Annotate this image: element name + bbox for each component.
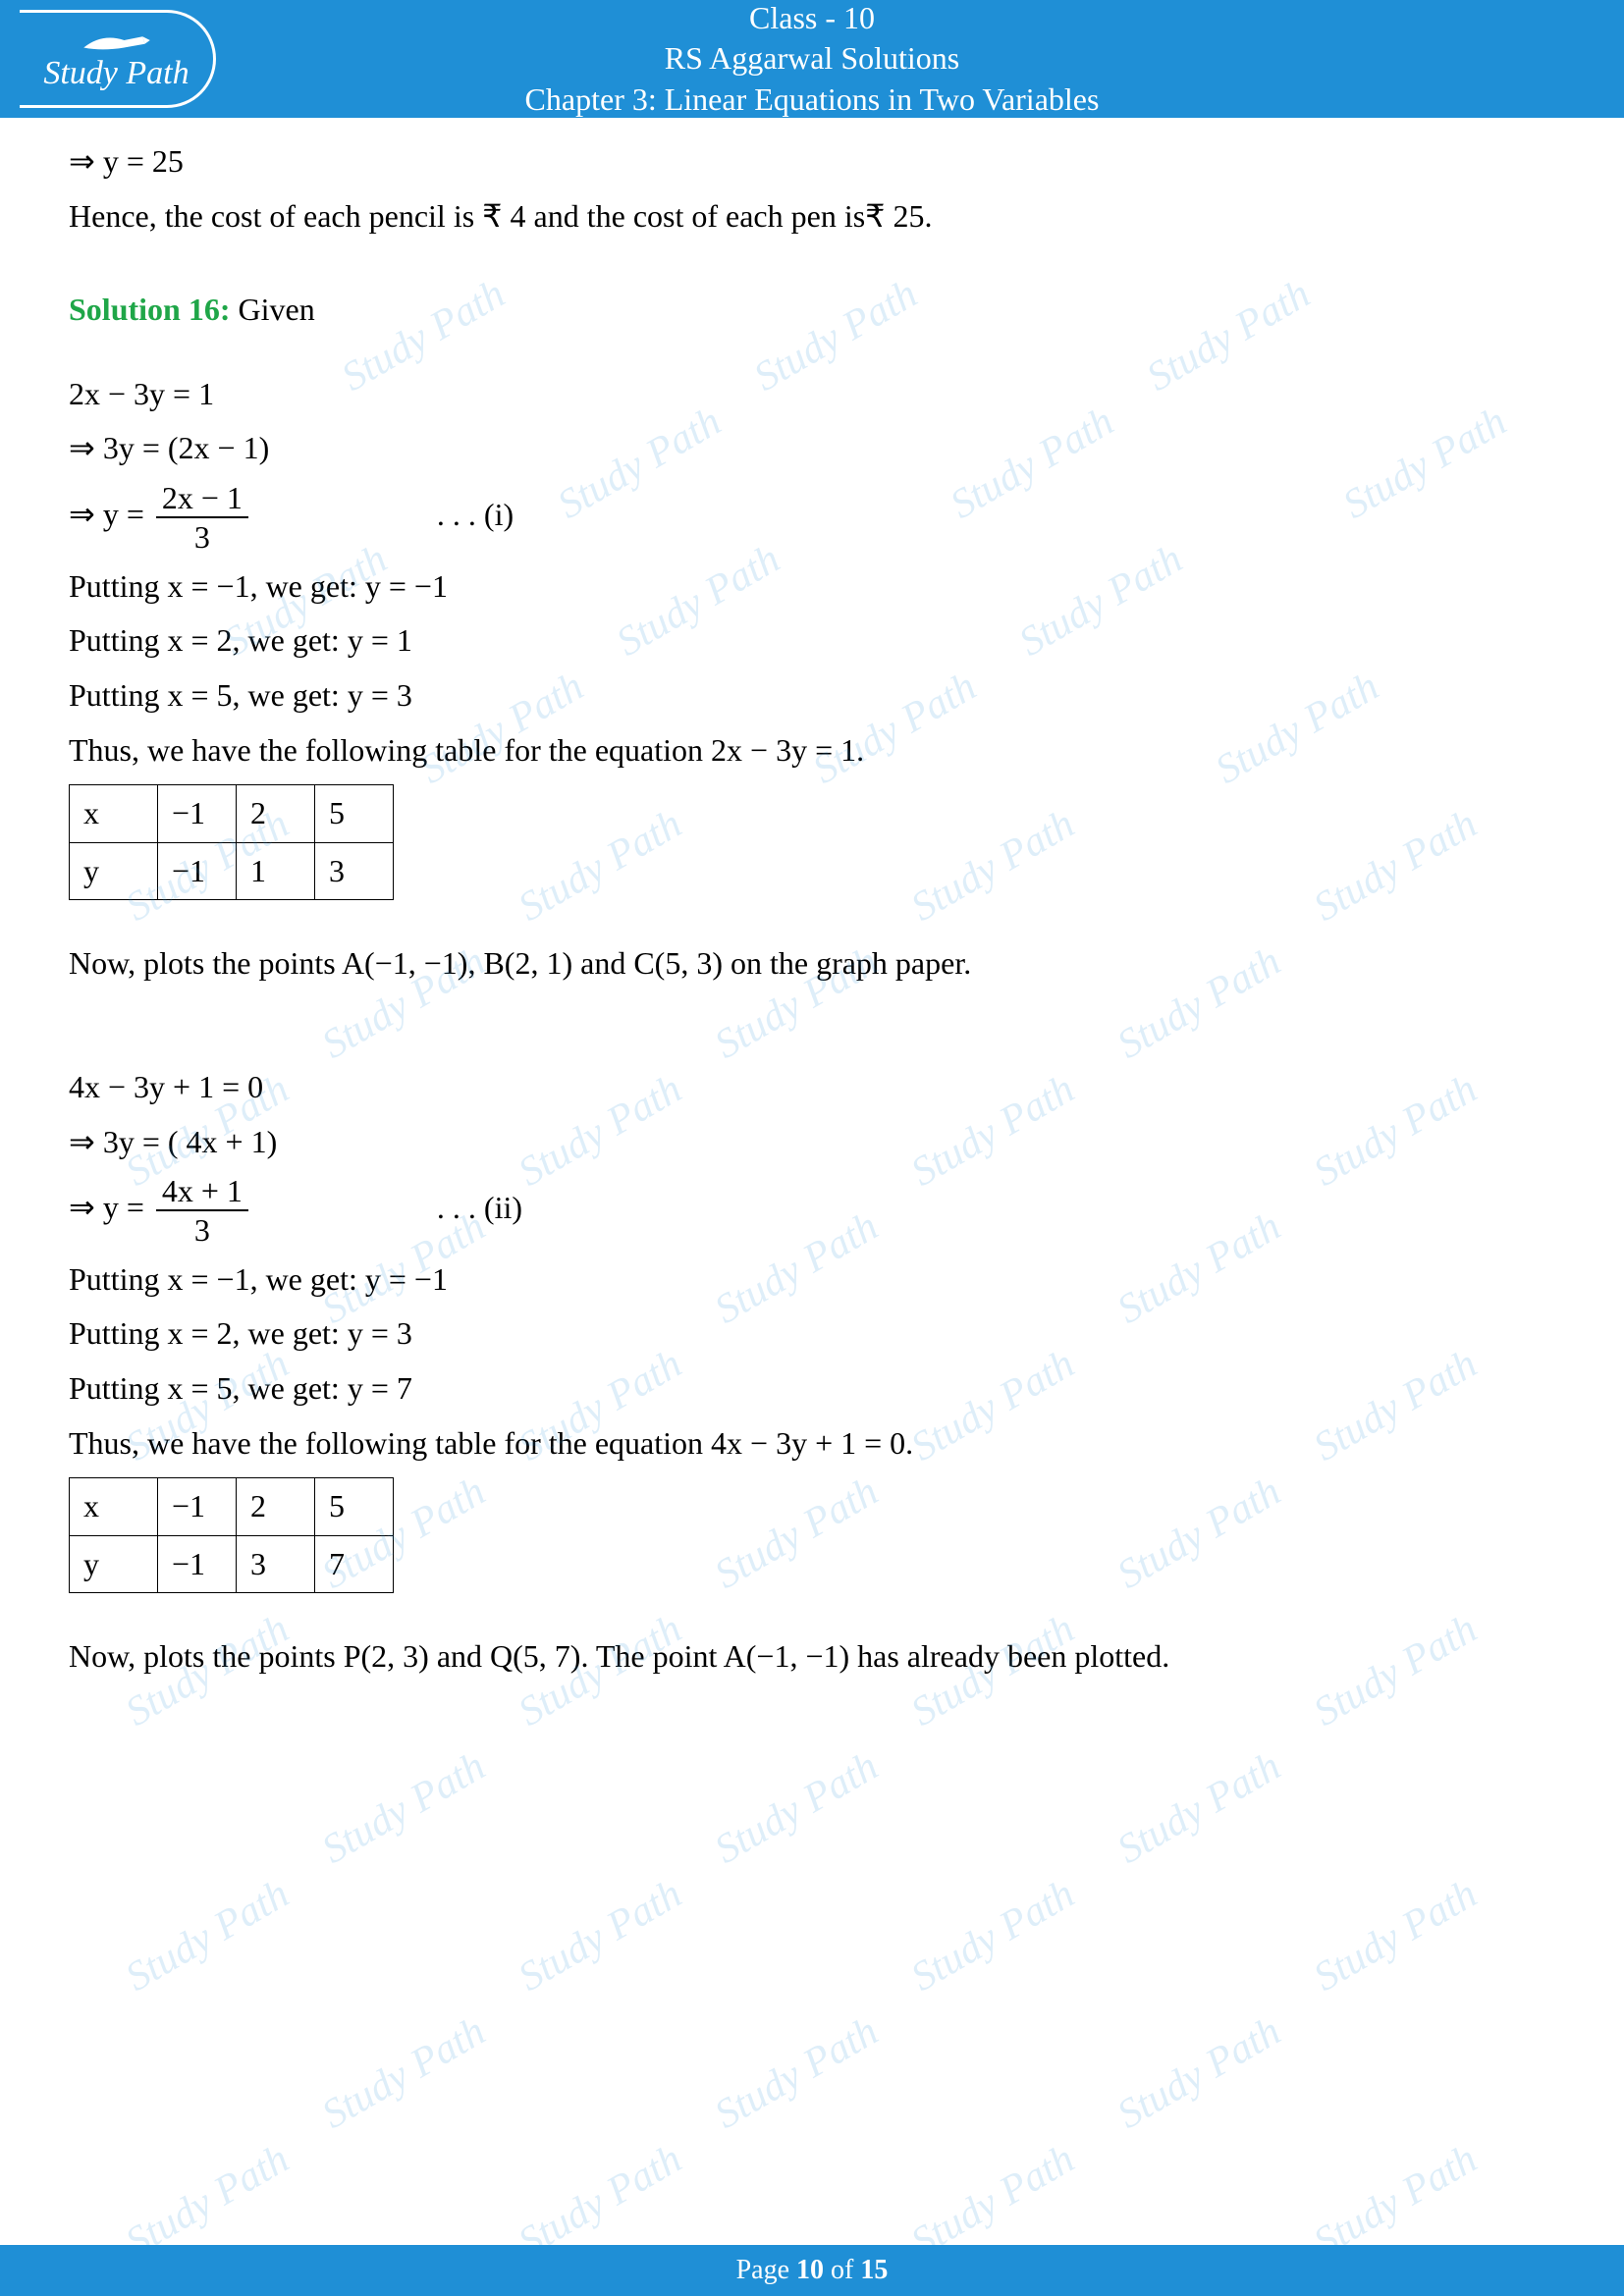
plot1: Now, plots the points A(−1, −1), B(2, 1)…: [69, 939, 1555, 988]
table-row: y −1 1 3: [70, 842, 394, 900]
page-content: Study PathStudy PathStudy PathStudy Path…: [0, 118, 1624, 1682]
put1c: Putting x = 5, we get: y = 3: [69, 671, 1555, 721]
eq1-line1: 2x − 3y = 1: [69, 370, 1555, 419]
cell: −1: [158, 1478, 237, 1536]
cell: x: [70, 1478, 158, 1536]
eq1-label: . . . (i): [437, 491, 514, 540]
thus2: Thus, we have the following table for th…: [69, 1419, 1555, 1468]
put2b: Putting x = 2, we get: y = 3: [69, 1309, 1555, 1359]
eq1-line2: ⇒ 3y = (2x − 1): [69, 424, 1555, 473]
watermark: Study Path: [1106, 1736, 1293, 1882]
cell: 5: [315, 1478, 394, 1536]
eq2-fraction: 4x + 1 3: [156, 1172, 248, 1250]
cell: x: [70, 785, 158, 843]
put1b: Putting x = 2, we get: y = 1: [69, 616, 1555, 666]
eq1-fraction: 2x − 1 3: [156, 479, 248, 557]
eq1-numerator: 2x − 1: [156, 479, 248, 518]
watermark: Study Path: [310, 2002, 498, 2147]
table-row: x −1 2 5: [70, 1478, 394, 1536]
eq1-line3: ⇒ y = 2x − 1 3 . . . (i): [69, 479, 1555, 557]
watermark: Study Path: [1106, 2002, 1293, 2147]
table-row: y −1 3 7: [70, 1535, 394, 1593]
plot2: Now, plots the points P(2, 3) and Q(5, 7…: [69, 1632, 1555, 1682]
pen-icon: [78, 26, 156, 55]
cell: −1: [158, 842, 237, 900]
cell: 2: [237, 1478, 315, 1536]
eq2-line2: ⇒ 3y = ( 4x + 1): [69, 1118, 1555, 1167]
page-footer: Page 10 of 15: [0, 2245, 1624, 2296]
watermark: Study Path: [114, 1864, 301, 2009]
eq2-numerator: 4x + 1: [156, 1172, 248, 1211]
watermark: Study Path: [703, 2002, 891, 2147]
cell: 3: [315, 842, 394, 900]
footer-mid: of: [824, 2255, 860, 2285]
logo: Study Path: [20, 10, 216, 108]
logo-text: Study Path: [43, 55, 189, 92]
intro-line-2: Hence, the cost of each pencil is ₹ 4 an…: [69, 192, 1555, 241]
watermark: Study Path: [507, 1864, 694, 2009]
watermark: Study Path: [1302, 1864, 1489, 2009]
cell: 7: [315, 1535, 394, 1593]
thus1: Thus, we have the following table for th…: [69, 726, 1555, 775]
eq1-line3-pre: ⇒ y =: [69, 497, 152, 532]
eq2-line3-pre: ⇒ y =: [69, 1190, 152, 1225]
header-book: RS Aggarwal Solutions: [0, 38, 1624, 80]
table-2: x −1 2 5 y −1 3 7: [69, 1477, 394, 1593]
eq2-line3: ⇒ y = 4x + 1 3 . . . (ii): [69, 1172, 1555, 1250]
eq2-line1: 4x − 3y + 1 = 0: [69, 1063, 1555, 1112]
footer-pre: Page: [736, 2255, 796, 2285]
cell: y: [70, 1535, 158, 1593]
put2a: Putting x = −1, we get: y = −1: [69, 1255, 1555, 1305]
table-1: x −1 2 5 y −1 1 3: [69, 784, 394, 900]
intro-line-1: ⇒ y = 25: [69, 137, 1555, 187]
cell: −1: [158, 785, 237, 843]
put2c: Putting x = 5, we get: y = 7: [69, 1364, 1555, 1414]
cell: 3: [237, 1535, 315, 1593]
watermark: Study Path: [1106, 1462, 1293, 1607]
given-text: Given: [230, 292, 314, 327]
table-row: x −1 2 5: [70, 785, 394, 843]
cell: 1: [237, 842, 315, 900]
watermark: Study Path: [703, 1462, 891, 1607]
eq2-denominator: 3: [156, 1211, 248, 1249]
header-chapter: Chapter 3: Linear Equations in Two Varia…: [0, 80, 1624, 121]
footer-page-num: 10: [796, 2255, 824, 2285]
cell: −1: [158, 1535, 237, 1593]
watermark: Study Path: [310, 1736, 498, 1882]
header-title-block: Class - 10 RS Aggarwal Solutions Chapter…: [0, 0, 1624, 120]
cell: y: [70, 842, 158, 900]
footer-page-total: 15: [860, 2255, 888, 2285]
header-class: Class - 10: [0, 0, 1624, 38]
watermark: Study Path: [899, 1864, 1087, 2009]
watermark: Study Path: [703, 1736, 891, 1882]
cell: 5: [315, 785, 394, 843]
solution-16-heading: Solution 16: Given: [69, 286, 1555, 335]
eq1-denominator: 3: [156, 518, 248, 556]
cell: 2: [237, 785, 315, 843]
page-header: Study Path Class - 10 RS Aggarwal Soluti…: [0, 0, 1624, 118]
put1a: Putting x = −1, we get: y = −1: [69, 562, 1555, 612]
solution-label: Solution 16:: [69, 292, 230, 327]
eq2-label: . . . (ii): [437, 1184, 522, 1233]
